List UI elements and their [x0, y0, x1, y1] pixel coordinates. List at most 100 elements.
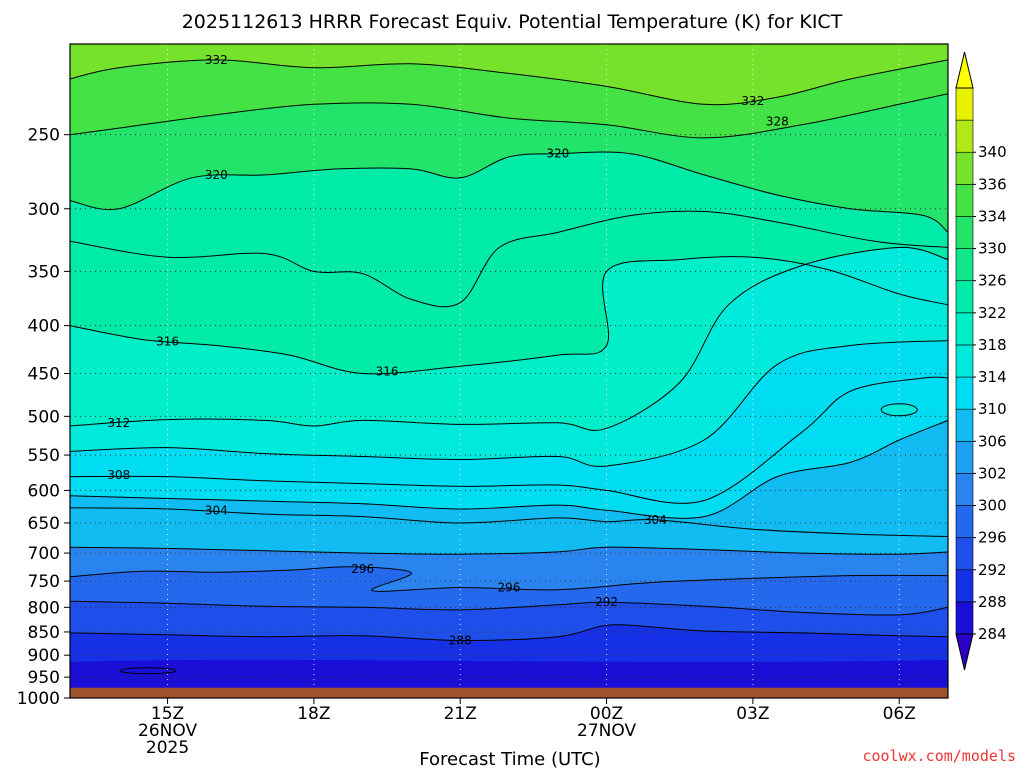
colorbar-label: 340	[978, 143, 1007, 161]
contour-label: 316	[156, 335, 179, 349]
contour-line-308	[69, 376, 949, 504]
contour-label-group: 316	[156, 335, 179, 349]
triangle-down-icon	[955, 633, 974, 671]
colorbar-label: 302	[978, 464, 1007, 482]
contour-label: 304	[644, 513, 667, 527]
contour-label-group: 312	[107, 416, 130, 430]
colorbar-swatch	[955, 569, 974, 603]
contour-label-group: 296	[351, 562, 374, 576]
y-tick-label: 950	[28, 668, 60, 688]
credit-label[interactable]: coolwx.com/models	[862, 747, 1016, 765]
colorbar-swatch	[955, 216, 974, 249]
x-tick-label: 00Z	[590, 704, 623, 724]
y-tick-label: 750	[28, 572, 60, 592]
x-tick-label: 03Z	[736, 704, 769, 724]
contour-label-group: 304	[205, 503, 228, 517]
contour-label-group: 332	[205, 53, 228, 67]
contour-label-group: 308	[107, 468, 130, 482]
colorbar-swatch	[955, 312, 974, 346]
contour-label: 296	[351, 562, 374, 576]
contour-label: 312	[107, 416, 130, 430]
contour-label: 332	[205, 53, 228, 67]
colorbar-label: 322	[978, 304, 1007, 322]
x-axis-label: Forecast Time (UTC)	[419, 749, 600, 768]
x-tick-label: 06Z	[883, 704, 916, 724]
contour-label: 304	[205, 503, 228, 517]
contour-label: 292	[595, 595, 618, 609]
x-tick-label: 18Z	[297, 704, 330, 724]
colorbar-label: 306	[978, 432, 1007, 450]
y-tick-label: 300	[28, 200, 60, 220]
contour-label-group: 320	[205, 168, 228, 182]
y-tick-label: 550	[28, 446, 60, 466]
contour-line-316	[69, 256, 949, 375]
contour-label-group: 328	[766, 114, 789, 128]
contour-label: 316	[376, 365, 399, 379]
colorbar-label: 314	[978, 368, 1007, 386]
x-tick-label: 15Z	[151, 704, 184, 724]
colorbar-label: 336	[978, 175, 1007, 193]
contour-label: 332	[741, 94, 764, 108]
colorbar-swatch	[955, 280, 974, 314]
colorbar-swatch	[955, 87, 974, 121]
contour-label-group: 296	[498, 581, 521, 595]
y-tick-label: 850	[28, 623, 60, 643]
contour-label: 320	[546, 147, 569, 161]
contour-label: 328	[766, 114, 789, 128]
contour-label-group: 332	[741, 94, 764, 108]
contour-label: 296	[498, 581, 521, 595]
contour-line-288	[69, 624, 949, 642]
colorbar-swatch	[955, 440, 974, 474]
contour-label: 308	[107, 468, 130, 482]
contour-line-296	[69, 566, 949, 592]
contour-label: 320	[205, 168, 228, 182]
colorbar-swatch	[955, 344, 974, 378]
colorbar-swatch	[955, 537, 974, 571]
ground-fill	[70, 687, 948, 698]
y-tick-label: 500	[28, 407, 60, 427]
contour-line-304	[69, 507, 949, 537]
y-tick-label: 900	[28, 646, 60, 666]
plot-area: 2882922962963043043083123163163203203283…	[69, 43, 949, 699]
y-tick-label: 650	[28, 514, 60, 534]
y-tick-label: 600	[28, 481, 60, 501]
colorbar-label: 300	[978, 497, 1007, 515]
contour-label-group: 288	[449, 633, 472, 647]
x-tick-date: 26NOV	[138, 721, 197, 741]
colorbar-swatch	[955, 151, 974, 185]
colorbar: 284 288 292 296 300 302 306 310 314 318 322 326 330 3…	[955, 51, 1007, 671]
contour-line-322	[69, 210, 949, 308]
contour-line-292	[69, 600, 949, 616]
contour-line-310	[69, 340, 949, 467]
colorbar-swatch	[955, 119, 974, 153]
y-tick-label: 350	[28, 262, 60, 282]
colorbar-label: 326	[978, 272, 1007, 290]
plot-frame	[69, 43, 949, 699]
colorbar-swatch	[955, 248, 974, 282]
colorbar-label: 310	[978, 400, 1007, 418]
contour-label-group: 320	[546, 147, 569, 161]
colorbar-swatch	[955, 473, 974, 506]
colorbar-label: 296	[978, 529, 1007, 547]
colorbar-label: 284	[978, 625, 1007, 643]
y-tick-label: 250	[28, 126, 60, 146]
contour-line-328	[69, 93, 949, 139]
x-tick-year: 2025	[146, 738, 189, 758]
contour-label: 288	[449, 633, 472, 647]
colorbar-label: 292	[978, 561, 1007, 579]
contour-line-332	[69, 59, 949, 106]
contour-line-300	[69, 546, 949, 555]
y-axis: 250 300 350 400 450 500 550 600 650 700 750 800 850 9…	[17, 126, 70, 709]
colorbar-label: 318	[978, 336, 1007, 354]
colorbar-swatch	[955, 408, 974, 442]
contour-label-group: 292	[595, 595, 618, 609]
triangle-up-icon	[955, 51, 974, 89]
colorbar-swatch	[955, 601, 974, 635]
colorbar-label: 330	[978, 240, 1007, 258]
contour-line-312	[69, 246, 949, 431]
colorbar-swatch	[955, 376, 974, 410]
y-tick-label: 700	[28, 544, 60, 564]
colorbar-swatch	[955, 184, 974, 217]
